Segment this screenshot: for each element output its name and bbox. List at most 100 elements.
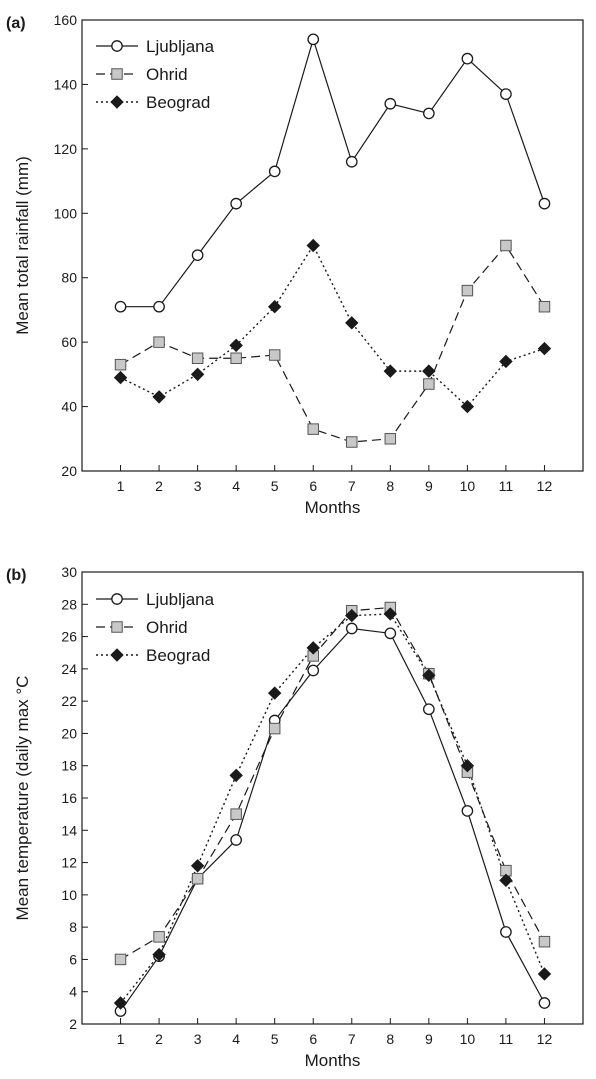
data-point-ljubljana	[268, 165, 281, 178]
data-point-beograd	[113, 370, 128, 385]
x-tick-label: 8	[386, 1031, 394, 1047]
x-tick-label: 3	[194, 478, 202, 494]
data-point-ohrid	[153, 336, 165, 348]
legend-label-ohrid: Ohrid	[146, 618, 188, 637]
x-tick-label: 3	[194, 1031, 202, 1047]
data-point-ljubljana	[461, 52, 474, 65]
x-tick-label: 6	[309, 478, 317, 494]
x-tick-label: 5	[271, 1031, 279, 1047]
x-tick-label: 1	[117, 1031, 125, 1047]
x-tick-label: 10	[460, 1031, 476, 1047]
x-tick-label: 12	[537, 1031, 553, 1047]
data-point-ljubljana	[230, 834, 243, 846]
series-line-ohrid	[120, 606, 545, 960]
data-point-ljubljana	[307, 664, 320, 677]
y-tick-label: 20	[61, 725, 77, 741]
legend-marker-ohrid	[111, 68, 123, 80]
x-tick-label: 7	[348, 1031, 356, 1047]
x-axis-title: Months	[305, 1051, 361, 1070]
data-point-ohrid	[538, 935, 551, 948]
data-point-ohrid	[114, 953, 127, 966]
data-point-ljubljana	[153, 300, 165, 313]
data-point-ohrid	[500, 239, 512, 252]
y-tick-label: 6	[69, 951, 77, 967]
y-tick-label: 4	[69, 984, 77, 1000]
data-point-ljubljana	[345, 622, 358, 635]
x-tick-label: 7	[348, 478, 356, 494]
data-point-ljubljana	[345, 155, 358, 168]
data-point-ohrid	[268, 722, 281, 735]
series-line-ohrid	[120, 244, 545, 443]
legend-marker-ohrid	[111, 621, 123, 633]
panel-letter: (b)	[6, 567, 26, 584]
data-point-beograd	[345, 316, 359, 330]
data-point-ohrid	[346, 436, 358, 448]
x-tick-label: 9	[425, 478, 433, 494]
data-point-ljubljana	[538, 997, 551, 1009]
y-tick-label: 2	[69, 1016, 77, 1032]
data-point-ljubljana	[384, 627, 397, 640]
x-tick-label: 2	[155, 478, 163, 494]
data-point-beograd	[537, 967, 552, 981]
plot-frame	[81, 19, 584, 472]
data-point-ljubljana	[384, 97, 397, 110]
y-tick-label: 80	[61, 270, 77, 286]
x-tick-label: 12	[537, 478, 553, 494]
data-point-beograd	[460, 759, 475, 773]
x-tick-label: 6	[309, 1031, 317, 1047]
data-point-beograd	[267, 686, 282, 700]
y-tick-label: 140	[54, 76, 78, 92]
data-point-beograd	[229, 768, 243, 783]
series-line-beograd	[120, 244, 545, 408]
series-line-ljubljana	[120, 37, 546, 308]
data-point-ohrid	[423, 378, 435, 390]
y-tick-label: 10	[61, 887, 77, 903]
data-point-beograd	[306, 238, 320, 253]
data-point-beograd	[422, 668, 436, 683]
data-point-ohrid	[461, 284, 474, 297]
y-tick-label: 24	[61, 661, 77, 677]
y-tick-label: 100	[54, 205, 78, 221]
y-tick-label: 28	[61, 596, 77, 612]
data-point-ohrid	[153, 931, 165, 943]
data-point-beograd	[499, 354, 513, 369]
x-tick-label: 4	[232, 478, 240, 494]
y-tick-label: 14	[61, 822, 77, 838]
data-point-ohrid	[384, 433, 397, 445]
data-point-beograd	[152, 390, 166, 404]
legend-label-beograd: Beograd	[146, 646, 210, 665]
x-tick-label: 4	[232, 1031, 240, 1047]
data-point-ohrid	[114, 358, 127, 371]
data-point-beograd	[383, 607, 398, 621]
data-point-ohrid	[191, 352, 204, 364]
data-point-ohrid	[268, 349, 281, 361]
y-tick-label: 60	[61, 334, 77, 350]
panel-letter: (a)	[6, 15, 26, 32]
data-point-beograd	[190, 859, 205, 873]
legend-label-ljubljana: Ljubljana	[146, 590, 215, 609]
x-tick-label: 11	[499, 1031, 514, 1047]
data-point-beograd	[383, 364, 398, 378]
legend-label-ljubljana: Ljubljana	[146, 37, 215, 56]
x-tick-label: 10	[460, 478, 476, 494]
y-tick-label: 26	[61, 629, 77, 645]
x-tick-label: 5	[271, 478, 279, 494]
data-point-ljubljana	[230, 197, 243, 210]
x-tick-label: 11	[499, 478, 514, 494]
y-tick-label: 40	[61, 399, 77, 415]
data-point-ohrid	[230, 808, 242, 820]
legend-label-beograd: Beograd	[146, 93, 210, 112]
data-point-ohrid	[191, 872, 204, 885]
data-point-beograd	[537, 341, 552, 356]
data-point-ljubljana	[114, 300, 127, 313]
data-point-ljubljana	[422, 703, 435, 716]
y-tick-label: 12	[61, 855, 77, 871]
legend-marker-beograd	[110, 648, 124, 662]
x-tick-label: 2	[155, 1031, 163, 1047]
legend-marker-beograd	[110, 95, 124, 109]
series-line-beograd	[119, 613, 546, 1004]
legend-label-ohrid: Ohrid	[146, 65, 188, 84]
x-tick-label: 9	[425, 1031, 433, 1047]
data-point-ljubljana	[500, 926, 512, 938]
